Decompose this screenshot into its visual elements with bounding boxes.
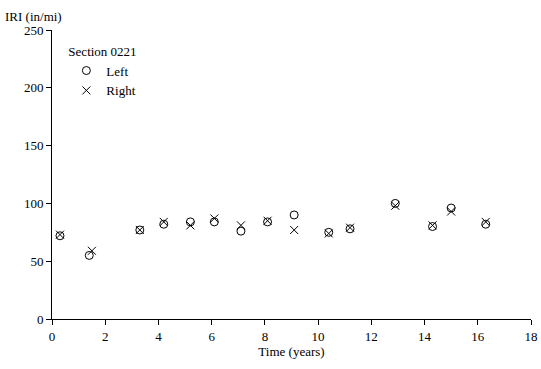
svg-text:10: 10 (312, 329, 325, 344)
svg-text:14: 14 (418, 329, 432, 344)
svg-text:100: 100 (24, 196, 44, 211)
svg-text:150: 150 (24, 138, 44, 153)
svg-text:8: 8 (262, 329, 269, 344)
svg-text:Right: Right (106, 83, 135, 98)
svg-text:200: 200 (24, 80, 44, 95)
svg-text:16: 16 (471, 329, 485, 344)
svg-text:250: 250 (24, 23, 44, 38)
svg-text:Time (years): Time (years) (258, 344, 324, 359)
svg-text:0: 0 (37, 312, 44, 327)
svg-text:Section 0221: Section 0221 (68, 44, 136, 59)
svg-text:18: 18 (525, 329, 538, 344)
svg-text:12: 12 (365, 329, 378, 344)
svg-text:2: 2 (102, 329, 109, 344)
svg-text:50: 50 (30, 254, 43, 269)
svg-text:4: 4 (155, 329, 162, 344)
svg-text:0: 0 (49, 329, 56, 344)
svg-text:6: 6 (208, 329, 215, 344)
svg-text:IRI (in/mi): IRI (in/mi) (5, 9, 62, 24)
svg-text:Left: Left (106, 64, 128, 79)
